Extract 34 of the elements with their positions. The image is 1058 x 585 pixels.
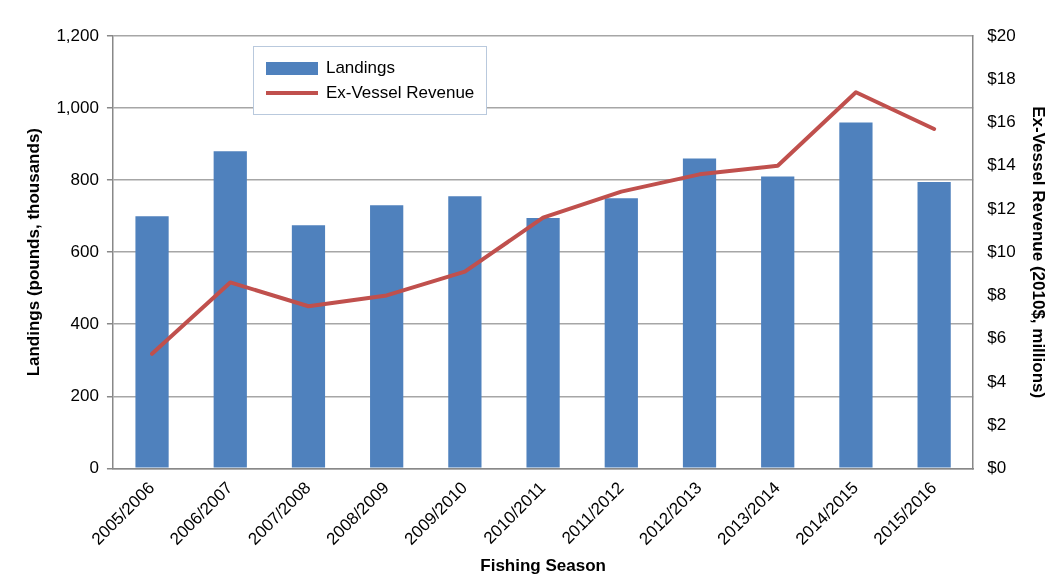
y-tick-label: 600 [70, 241, 99, 261]
y2-tick-label: $0 [987, 458, 1007, 478]
y-tick-label: 1,200 [56, 25, 99, 45]
bar [370, 205, 404, 468]
bar [761, 176, 795, 468]
bar [135, 216, 169, 468]
bar [448, 196, 482, 468]
bar [604, 198, 638, 468]
y-tick-label: 400 [70, 313, 99, 333]
y2-tick-label: $8 [987, 285, 1007, 305]
y-tick-label: 1,000 [56, 97, 99, 117]
bar [839, 122, 873, 468]
y2-tick-label: $2 [987, 414, 1007, 434]
y-tick-label: 200 [70, 385, 99, 405]
y2-tick-label: $20 [987, 25, 1016, 45]
y2-tick-label: $12 [987, 198, 1016, 218]
bar [213, 151, 247, 468]
legend-label: Landings [325, 58, 395, 78]
y2-tick-label: $18 [987, 68, 1016, 88]
y2-tick-label: $4 [987, 371, 1007, 391]
y2-tick-label: $16 [987, 112, 1016, 132]
y2-tick-label: $6 [987, 328, 1007, 348]
bar [291, 225, 326, 468]
x-axis-title: Fishing Season [480, 556, 606, 576]
bar [682, 158, 717, 468]
bar [917, 181, 951, 468]
y-axis-title: Landings (pounds, thousands) [23, 127, 43, 377]
y2-axis-title: Ex-Vessel Revenue (2010$, millions) [1029, 106, 1049, 399]
y-tick-label: 0 [89, 458, 99, 478]
legend-label: Ex-Vessel Revenue [325, 83, 475, 103]
y2-tick-label: $10 [987, 241, 1016, 261]
y-tick-label: 800 [70, 169, 99, 189]
y2-tick-label: $14 [987, 155, 1016, 175]
bar [526, 217, 560, 468]
